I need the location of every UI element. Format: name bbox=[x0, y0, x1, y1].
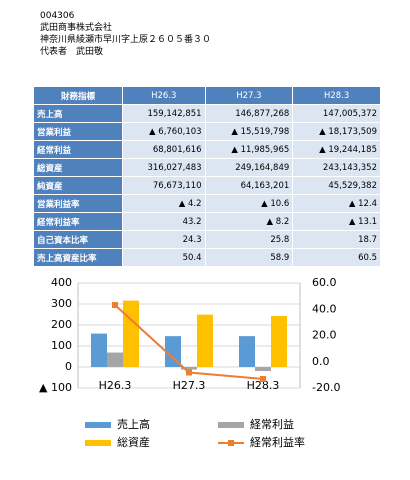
y2-tick-label: 0.0 bbox=[312, 355, 330, 368]
y-tick-label: 400 bbox=[51, 276, 72, 289]
table-cell: 243,143,352 bbox=[292, 158, 381, 177]
table-cell: 経常利益率 bbox=[33, 212, 123, 231]
legend-swatch bbox=[85, 440, 111, 446]
bar bbox=[255, 367, 271, 372]
table-cell: 43.2 bbox=[122, 212, 206, 231]
table-cell: ▲ 10.6 bbox=[204, 194, 294, 213]
address: 神奈川県綾瀬市早川字上原２６０５番３０ bbox=[40, 35, 212, 45]
table-cell: 68,801,616 bbox=[122, 140, 206, 159]
table-cell: 50.4 bbox=[122, 248, 206, 267]
table-cell: 営業利益 bbox=[33, 122, 123, 141]
legend-label: 経常利益率 bbox=[250, 435, 305, 449]
table-cell: 60.5 bbox=[292, 248, 381, 267]
company: 武田商事株式会社 bbox=[40, 23, 113, 33]
table-cell: 売上高 bbox=[33, 104, 123, 123]
header: 004306 武田商事株式会社 神奈川県綾瀬市早川字上原２６０５番３０ 代表者 … bbox=[40, 10, 211, 58]
table-cell: ▲ 11,985,965 bbox=[204, 140, 294, 159]
y-tick-label: 200 bbox=[51, 318, 72, 331]
legend-swatch bbox=[228, 440, 234, 446]
table-cell: 45,529,382 bbox=[292, 176, 381, 195]
table-row: 売上高 159,142,851 146,877,268 147,005,372 bbox=[33, 104, 381, 123]
chart: ▲ 100 0 100 200 300 400 -20.0 0.0 20.0 40.0 60.0 H2… bbox=[39, 276, 340, 449]
table-row: 純資産 76,673,110 64,163,201 45,529,382 bbox=[33, 176, 381, 195]
y2-tick-label: 40.0 bbox=[312, 302, 337, 315]
table-cell: ▲ 4.2 bbox=[122, 194, 206, 213]
x-tick-label: H28.3 bbox=[247, 379, 280, 392]
table-cell: ▲ 15,519,798 bbox=[204, 122, 294, 141]
y2-tick-label: 60.0 bbox=[312, 276, 337, 289]
line-marker bbox=[112, 302, 118, 309]
y-tick-label: ▲ 100 bbox=[39, 381, 72, 394]
table-cell: H27.3 bbox=[204, 86, 294, 105]
table-cell: 58.9 bbox=[204, 248, 294, 267]
table-cell: 総資産 bbox=[33, 158, 123, 177]
representative: 代表者 武田敬 bbox=[40, 47, 104, 57]
bar bbox=[181, 367, 197, 370]
y-tick-label: 300 bbox=[51, 297, 72, 310]
table-cell: 財務指標 bbox=[33, 86, 123, 105]
table-row: 経常利益 68,801,616 ▲ 11,985,965 ▲ 19,244,185 bbox=[33, 140, 381, 159]
table-cell: 64,163,201 bbox=[204, 176, 294, 195]
bar bbox=[271, 315, 287, 367]
table-cell: ▲ 13.1 bbox=[292, 212, 381, 231]
legend-swatch bbox=[218, 422, 244, 428]
legend-label: 経常利益 bbox=[250, 417, 294, 431]
table-cell: 147,005,372 bbox=[292, 104, 381, 123]
y2-tick-label: 20.0 bbox=[312, 329, 337, 342]
x-tick-label: H27.3 bbox=[173, 379, 206, 392]
financial-table: 財務指標 H26.3 H27.3 H28.3 売上高 159,142,851 146,877… bbox=[33, 86, 381, 267]
table-cell: ▲ 12.4 bbox=[292, 194, 381, 213]
table-cell: 159,142,851 bbox=[122, 104, 206, 123]
table-cell: 249,164,849 bbox=[204, 158, 294, 177]
bar bbox=[91, 333, 107, 367]
legend-label: 売上高 bbox=[117, 417, 150, 431]
table-cell: H28.3 bbox=[292, 86, 381, 105]
table-cell: 売上高資産比率 bbox=[33, 248, 123, 267]
table-cell: 24.3 bbox=[122, 230, 206, 249]
table-cell: 76,673,110 bbox=[122, 176, 206, 195]
table-cell: 316,027,483 bbox=[122, 158, 206, 177]
table-cell: 25.8 bbox=[204, 230, 294, 249]
bar bbox=[107, 352, 123, 367]
legend-label: 総資産 bbox=[117, 435, 150, 449]
table-cell: ▲ 18,173,509 bbox=[292, 122, 381, 141]
y-tick-label: 100 bbox=[51, 339, 72, 352]
legend-swatch bbox=[85, 422, 111, 428]
code: 004306 bbox=[40, 11, 75, 21]
bar bbox=[197, 314, 213, 367]
table-row: 経常利益率 43.2 ▲ 8.2 ▲ 13.1 bbox=[33, 212, 381, 231]
table-cell: 営業利益率 bbox=[33, 194, 123, 213]
table-row: 営業利益 ▲ 6,760,103 ▲ 15,519,798 ▲ 18,173,509 bbox=[33, 122, 381, 141]
bar bbox=[239, 336, 255, 367]
table-row: 自己資本比率 24.3 25.8 18.7 bbox=[33, 230, 381, 249]
table-cell: 18.7 bbox=[292, 230, 381, 249]
table-row: 売上高資産比率 50.4 58.9 60.5 bbox=[33, 248, 381, 267]
y-tick-label: 0 bbox=[65, 360, 72, 373]
bar bbox=[165, 336, 181, 367]
table-row: 営業利益率 ▲ 4.2 ▲ 10.6 ▲ 12.4 bbox=[33, 194, 381, 213]
table-cell: ▲ 6,760,103 bbox=[122, 122, 206, 141]
line-marker bbox=[260, 375, 266, 382]
table-cell: 146,877,268 bbox=[204, 104, 294, 123]
x-tick-label: H26.3 bbox=[99, 379, 132, 392]
bar bbox=[123, 300, 139, 367]
line-marker bbox=[186, 369, 192, 376]
table-cell: ▲ 8.2 bbox=[204, 212, 294, 231]
table-row: 財務指標 H26.3 H27.3 H28.3 bbox=[33, 86, 381, 105]
table-row: 総資産 316,027,483 249,164,849 243,143,352 bbox=[33, 158, 381, 177]
y2-tick-label: -20.0 bbox=[312, 381, 340, 394]
table-cell: H26.3 bbox=[122, 86, 206, 105]
table-cell: 純資産 bbox=[33, 176, 123, 195]
table-cell: 自己資本比率 bbox=[33, 230, 123, 249]
table-cell: ▲ 19,244,185 bbox=[292, 140, 381, 159]
table-cell: 経常利益 bbox=[33, 140, 123, 159]
